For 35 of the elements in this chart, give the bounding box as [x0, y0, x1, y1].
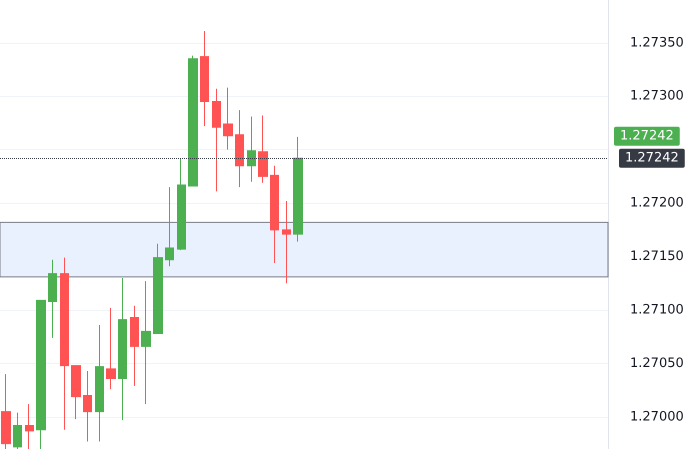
candlestick — [25, 404, 34, 449]
y-tick-label: 1.27050 — [630, 356, 684, 371]
ref-line-label: 1.27242 — [625, 150, 679, 166]
candlestick — [153, 243, 163, 334]
y-tick-label: 1.27150 — [630, 249, 684, 264]
candlestick — [141, 280, 151, 405]
candlestick — [48, 259, 57, 338]
y-tick-label: 1.27300 — [630, 88, 684, 104]
candlestick — [130, 305, 139, 386]
candlestick — [270, 165, 279, 264]
candlestick — [165, 186, 174, 267]
candlestick — [13, 412, 22, 449]
candlestick — [235, 110, 244, 188]
text: 1.27242 — [620, 128, 674, 144]
candlestick — [71, 365, 81, 420]
y-tick-label: 1.27100 — [630, 302, 684, 318]
candlestick — [223, 87, 233, 150]
candlestick — [177, 158, 186, 251]
candlestick — [106, 307, 116, 390]
candlestick — [188, 55, 198, 187]
candlestick — [247, 116, 256, 182]
candlestick — [118, 277, 127, 421]
y-tick-label: 1.27000 — [630, 409, 684, 424]
candlestick — [293, 136, 303, 242]
candlestick — [212, 88, 221, 192]
y-tick-label: 1.27350 — [630, 35, 684, 50]
candlestick — [95, 324, 104, 442]
candlestick — [258, 114, 268, 184]
candlestick — [60, 257, 69, 430]
candlestick — [200, 30, 209, 127]
candlestick — [83, 370, 92, 442]
candlestick — [36, 300, 46, 449]
candlestick — [1, 374, 11, 449]
candlestick — [282, 200, 291, 284]
y-tick-label: 1.27200 — [630, 196, 684, 211]
